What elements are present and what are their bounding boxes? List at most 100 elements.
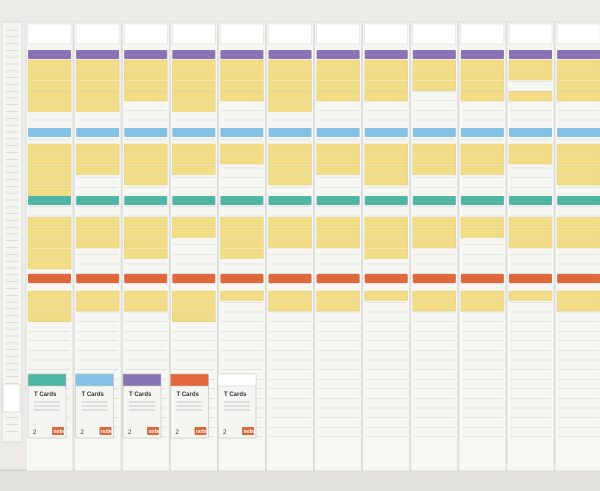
board-column: [410, 21, 459, 472]
yellow-t-card: [75, 80, 120, 91]
colored-tab-card: [509, 196, 552, 205]
yellow-t-card: [364, 227, 408, 238]
yellow-t-card: [460, 70, 505, 81]
yellow-t-card: [268, 101, 312, 112]
yellow-t-card: [268, 164, 312, 175]
yellow-t-card: [556, 290, 600, 301]
yellow-t-card: [556, 59, 600, 70]
yellow-t-card: [27, 164, 72, 175]
header-card: [556, 23, 600, 45]
yellow-t-card: [123, 143, 168, 154]
colored-tab-card: [412, 50, 456, 59]
yellow-t-card: [27, 175, 72, 186]
yellow-t-card: [27, 259, 72, 270]
yellow-t-card: [412, 227, 456, 238]
header-card: [460, 23, 505, 45]
yellow-t-card: [460, 227, 505, 238]
brand-badge: [99, 427, 112, 435]
brand-text: nobo: [244, 429, 256, 435]
yellow-t-card: [123, 59, 168, 70]
yellow-t-card: [364, 238, 408, 249]
yellow-t-card: [123, 154, 168, 165]
yellow-t-card: [123, 227, 168, 238]
colored-tab-card: [76, 128, 120, 137]
colored-tab-card: [460, 50, 504, 59]
yellow-t-card: [556, 91, 600, 102]
yellow-t-card: [27, 80, 72, 91]
yellow-t-card: [172, 217, 216, 228]
yellow-t-card: [27, 143, 72, 154]
yellow-t-card: [364, 175, 408, 186]
pack-color-band: [75, 373, 114, 387]
yellow-t-card: [460, 164, 505, 175]
yellow-t-card: [172, 164, 216, 175]
yellow-t-card: [508, 70, 553, 81]
pack-count: 2: [223, 430, 227, 436]
brand-badge: [242, 427, 254, 435]
yellow-t-card: [460, 143, 505, 154]
board-column: [506, 21, 555, 472]
yellow-t-card: [316, 70, 360, 81]
yellow-t-card: [412, 290, 456, 301]
yellow-t-card: [364, 91, 408, 102]
yellow-t-card: [364, 217, 408, 228]
yellow-t-card: [268, 80, 312, 91]
header-card: [268, 23, 312, 45]
yellow-t-card: [460, 91, 505, 102]
yellow-t-card: [27, 290, 72, 301]
yellow-t-card: [27, 301, 72, 312]
yellow-t-card: [27, 91, 72, 102]
yellow-t-card: [508, 217, 553, 228]
yellow-t-card: [556, 143, 600, 154]
board-column: [314, 21, 362, 472]
yellow-t-card: [123, 290, 168, 301]
yellow-t-card: [75, 301, 120, 312]
brand-text: nobo: [196, 429, 208, 435]
colored-tab-card: [316, 196, 360, 205]
yellow-t-card: [75, 164, 120, 175]
colored-tab-card: [172, 274, 216, 283]
colored-tab-card: [172, 50, 216, 59]
colored-tab-card: [364, 196, 408, 205]
yellow-t-card: [172, 301, 216, 312]
yellow-t-card: [220, 238, 264, 249]
yellow-t-card: [412, 70, 456, 81]
yellow-t-card: [556, 227, 600, 238]
yellow-t-card: [460, 80, 505, 91]
colored-tab-card: [124, 128, 168, 137]
yellow-t-card: [556, 164, 600, 175]
yellow-t-card: [27, 227, 72, 238]
yellow-t-card: [172, 59, 216, 70]
colored-tab-card: [412, 128, 456, 137]
yellow-t-card: [460, 154, 505, 165]
yellow-t-card: [220, 248, 264, 259]
colored-tab-card: [460, 274, 504, 283]
yellow-t-card: [412, 238, 456, 249]
yellow-t-card: [27, 154, 72, 165]
board-column: [458, 21, 507, 472]
yellow-t-card: [75, 70, 120, 81]
yellow-t-card: [460, 290, 505, 301]
colored-tab-card: [124, 274, 168, 283]
colored-tab-card: [76, 50, 120, 59]
pack-color-band: [122, 373, 162, 387]
yellow-t-card: [316, 91, 360, 102]
colored-tab-card: [316, 50, 360, 59]
pack-title: T Cards: [34, 392, 57, 398]
yellow-t-card: [556, 80, 600, 91]
header-card: [27, 23, 72, 45]
colored-tab-card: [28, 274, 71, 283]
yellow-t-card: [172, 80, 216, 91]
card-pack: T Cards 2 nobo: [122, 373, 162, 439]
yellow-t-card: [460, 59, 505, 70]
pack-title: T Cards: [177, 392, 200, 398]
board-column: [554, 21, 600, 472]
yellow-t-card: [75, 290, 120, 301]
yellow-t-card: [123, 91, 168, 102]
colored-tab-card: [172, 128, 216, 137]
yellow-t-card: [268, 175, 312, 186]
yellow-t-card: [123, 80, 168, 91]
yellow-t-card: [220, 143, 264, 154]
board-column: [362, 21, 411, 472]
